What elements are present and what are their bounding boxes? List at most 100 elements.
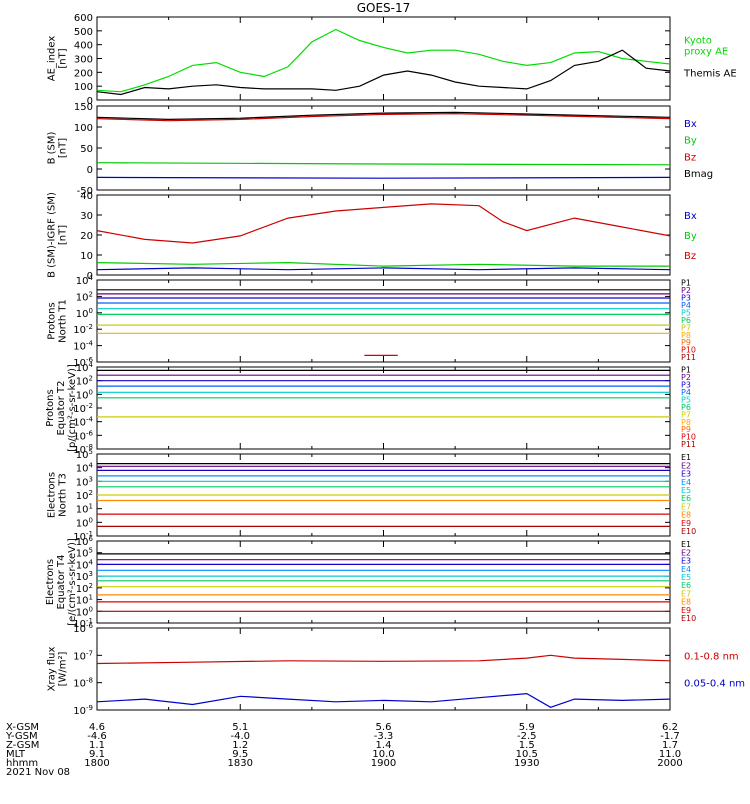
y-axis-label: [p/(cm²-s-sr-keV)] [67, 364, 78, 452]
legend-entry: Bz [684, 152, 696, 163]
x-axis-value: 1.4 [376, 740, 392, 751]
y-tick-label: 20 [80, 231, 93, 242]
y-tick-label: 100 [74, 123, 93, 134]
y-axis-label: [nT] [58, 225, 69, 245]
x-axis-value: 5.6 [376, 722, 392, 733]
panel-frame-4 [96, 279, 671, 363]
legend-entry: 0.05-0.4 nm [684, 679, 745, 690]
y-tick-label: 10-7 [73, 649, 93, 662]
y-tick-label: 0 [87, 271, 93, 282]
legend-entry: P5 [681, 308, 691, 317]
y-tick-label: 300 [74, 55, 93, 66]
legend-entry: P4 [681, 388, 691, 397]
x-axis-value: 9.5 [232, 749, 248, 760]
legend-entry: Themis AE [683, 68, 737, 79]
panel-frame-5 [96, 366, 671, 450]
x-axis-row-label: Z-GSM [6, 740, 39, 751]
x-axis-value: 9.1 [89, 749, 105, 760]
legend-entry: E4 [681, 565, 691, 574]
y-tick-label: 10-1 [73, 530, 93, 543]
y-tick-label: 40 [80, 191, 93, 202]
legend-entry: E10 [681, 614, 696, 623]
legend-entry: P5 [681, 395, 691, 404]
y-axis-label: Equator T2 [56, 381, 67, 436]
x-axis-value: 5.1 [232, 722, 248, 733]
y-tick-label: 10-1 [73, 617, 93, 630]
x-axis-value: 10.5 [516, 749, 538, 760]
y-axis-label: [nT] [58, 138, 69, 158]
legend-entry: P11 [681, 353, 696, 362]
y-tick-label: 103 [76, 570, 93, 583]
legend-entry: P4 [681, 301, 691, 310]
legend-entry: E5 [681, 486, 691, 495]
y-tick-label: 10-6 [73, 356, 93, 369]
legend-entry: Bx [684, 211, 697, 222]
y-axis-label: North T3 [58, 473, 69, 517]
y-tick-label: 10-9 [73, 704, 93, 717]
legend-entry: By [684, 231, 697, 242]
legend-entry: P8 [681, 418, 691, 427]
x-axis-value: 2000 [657, 758, 682, 769]
x-axis-value: 10.0 [372, 749, 394, 760]
y-tick-label: 30 [80, 211, 93, 222]
legend-entry: P11 [681, 440, 696, 449]
y-tick-label: 102 [76, 582, 93, 595]
legend-entry: P7 [681, 410, 691, 419]
legend-entry: E8 [681, 511, 691, 520]
legend-entry: P8 [681, 331, 691, 340]
y-tick-label: 105 [76, 448, 93, 461]
x-axis-row-label: Y-GSM [5, 731, 38, 742]
y-axis-label: B (SM) [47, 131, 58, 164]
legend-entry: P9 [681, 425, 691, 434]
y-axis-label: North T1 [58, 299, 69, 343]
y-tick-label: 102 [76, 375, 93, 388]
series-line-bx [96, 176, 671, 179]
legend-entry: E10 [681, 527, 696, 536]
x-axis-value: -1.7 [660, 731, 680, 742]
series-line-themis-ae [96, 49, 671, 96]
x-axis-row-label: MLT [6, 749, 26, 760]
x-axis-value: 5.9 [519, 722, 535, 733]
y-tick-label: 10-6 [73, 622, 93, 635]
legend-entry: P10 [681, 346, 696, 355]
series-line-by [96, 162, 671, 166]
series-line-bx [96, 267, 671, 271]
legend-entry: P3 [681, 294, 691, 303]
y-tick-label: 600 [74, 13, 93, 24]
x-axis-value: 1.7 [662, 740, 678, 751]
y-axis-label: Electrons [47, 472, 58, 518]
legend-entry: E9 [681, 519, 691, 528]
x-axis-row-label: X-GSM [6, 722, 39, 733]
y-tick-label: 100 [74, 82, 93, 93]
x-axis-value: 1.1 [89, 740, 105, 751]
legend-entry: E2 [681, 548, 691, 557]
series-line-by [96, 261, 670, 267]
legend-entry: 0.1-0.8 nm [684, 651, 739, 662]
y-tick-label: 104 [76, 361, 94, 374]
legend-entry: E3 [681, 557, 691, 566]
date-label: 2021 Nov 08 [6, 767, 70, 778]
y-tick-label: 101 [76, 594, 93, 607]
legend-entry: Bz [684, 251, 696, 262]
legend-entry: Kyoto [684, 36, 712, 47]
y-tick-label: 10-4 [73, 416, 93, 429]
x-axis-value: 1900 [371, 758, 396, 769]
y-axis-label: Electrons [45, 559, 56, 605]
legend-entry: E5 [681, 573, 691, 582]
y-tick-label: 10-8 [73, 677, 93, 690]
x-axis-value: 6.2 [662, 722, 678, 733]
y-axis-label: B (SM)-IGRF (SM) [47, 192, 58, 278]
y-tick-label: 10 [80, 251, 93, 262]
y-tick-label: 150 [74, 102, 93, 113]
legend-entry: P9 [681, 338, 691, 347]
y-tick-label: 100 [76, 516, 93, 529]
legend-entry: E6 [681, 581, 691, 590]
legend-entry: E7 [681, 502, 691, 511]
y-tick-label: 10-8 [73, 443, 93, 456]
legend-entry: Bx [684, 119, 697, 130]
y-tick-label: 100 [76, 388, 93, 401]
y-axis-label: [e/(cm²-s-sr-keV)] [67, 538, 78, 626]
y-tick-label: 10-4 [73, 340, 93, 353]
legend-entry: P6 [681, 316, 691, 325]
